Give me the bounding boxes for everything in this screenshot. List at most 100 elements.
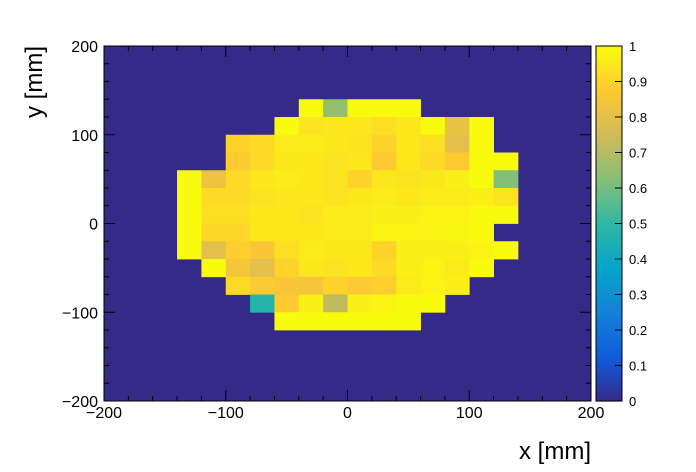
heatmap-cell bbox=[493, 241, 519, 260]
palette-strip bbox=[596, 244, 622, 248]
palette-strip bbox=[596, 315, 622, 319]
palette-strip bbox=[596, 285, 622, 290]
palette-strip bbox=[596, 273, 622, 278]
palette-strip bbox=[596, 214, 622, 219]
heatmap-cell bbox=[469, 259, 494, 278]
heatmap-cell bbox=[298, 259, 324, 278]
heatmap-cell bbox=[469, 241, 494, 260]
heatmap-cell bbox=[201, 241, 227, 260]
palette-strip bbox=[596, 158, 622, 162]
palette-strip bbox=[596, 164, 622, 168]
palette-tick-label: 0.9 bbox=[629, 75, 647, 90]
palette-strip bbox=[596, 253, 622, 257]
palette-strip bbox=[596, 176, 622, 180]
palette-strip bbox=[596, 261, 622, 266]
y-tick-label: 0 bbox=[89, 217, 98, 234]
heatmap-cell bbox=[225, 152, 251, 171]
palette-strip bbox=[596, 108, 622, 112]
heatmap-cell bbox=[323, 223, 348, 242]
heatmap-cell bbox=[323, 312, 348, 331]
heatmap-cell bbox=[347, 170, 373, 189]
palette-strip bbox=[596, 111, 622, 115]
palette-strip bbox=[596, 303, 622, 307]
palette-strip bbox=[596, 324, 622, 328]
palette-tick-label: 0.7 bbox=[629, 146, 647, 161]
x-tick-label: −200 bbox=[86, 405, 122, 422]
heatmap-cell bbox=[444, 134, 470, 153]
heatmap-cell bbox=[396, 312, 421, 331]
palette-strip bbox=[596, 374, 622, 378]
palette-strip bbox=[596, 140, 622, 145]
heatmap-cell bbox=[201, 188, 227, 207]
heatmap-cell bbox=[396, 294, 421, 313]
heatmap-cell bbox=[177, 223, 202, 242]
palette-strip bbox=[596, 335, 622, 340]
heatmap-cell bbox=[274, 241, 300, 260]
heatmap-cell bbox=[250, 276, 275, 295]
palette-strip bbox=[596, 398, 622, 402]
heatmap-cell bbox=[420, 241, 446, 260]
heatmap-cell bbox=[177, 170, 202, 189]
heatmap-cell bbox=[420, 188, 446, 207]
heatmap-cell bbox=[250, 188, 275, 207]
palette-strip bbox=[596, 96, 622, 100]
palette-strip bbox=[596, 54, 622, 59]
heatmap-cell bbox=[371, 241, 397, 260]
heatmap-cell bbox=[250, 259, 275, 278]
heatmap-cell bbox=[298, 99, 324, 118]
heatmap-cell bbox=[347, 276, 373, 295]
heatmap-cell bbox=[201, 259, 227, 278]
palette-strip bbox=[596, 63, 622, 68]
palette-strip bbox=[596, 223, 622, 228]
heatmap-cell bbox=[177, 188, 202, 207]
palette-strip bbox=[596, 134, 622, 139]
x-tick-label: 0 bbox=[343, 405, 352, 422]
palette-strip bbox=[596, 229, 622, 233]
heatmap-cell bbox=[323, 259, 348, 278]
palette-strip bbox=[596, 377, 622, 381]
palette-strip bbox=[596, 78, 622, 83]
y-tick-label: 100 bbox=[71, 128, 98, 145]
palette-strip bbox=[596, 46, 622, 50]
palette-tick-label: 0.4 bbox=[629, 252, 647, 267]
heatmap-cell bbox=[347, 205, 373, 224]
heatmap-cell bbox=[323, 294, 348, 313]
y-tick-label: −200 bbox=[62, 394, 98, 411]
heatmap-cell bbox=[420, 134, 446, 153]
palette-strip bbox=[596, 51, 622, 56]
palette-strip bbox=[596, 179, 622, 183]
palette-strip bbox=[596, 205, 622, 210]
palette-strip bbox=[596, 167, 622, 171]
heatmap-cell bbox=[420, 259, 446, 278]
palette-strip bbox=[596, 232, 622, 236]
heatmap-cell bbox=[444, 117, 470, 136]
palette-strip bbox=[596, 256, 622, 260]
heatmap-cell bbox=[323, 117, 348, 136]
palette-strip bbox=[596, 211, 622, 216]
heatmap-cell bbox=[177, 205, 202, 224]
palette-tick-label: 0.6 bbox=[629, 181, 647, 196]
palette-strip bbox=[596, 202, 622, 207]
heatmap-cell bbox=[469, 188, 494, 207]
heatmap-cell bbox=[493, 205, 519, 224]
heatmap-cell bbox=[347, 188, 373, 207]
palette-strip bbox=[596, 102, 622, 106]
heatmap-cell bbox=[371, 152, 397, 171]
palette-strip bbox=[596, 69, 622, 74]
palette-strip bbox=[596, 87, 622, 91]
heatmap-cell bbox=[396, 170, 421, 189]
palette-tick-label: 0 bbox=[629, 394, 636, 409]
heatmap-cell bbox=[444, 152, 470, 171]
palette-strip bbox=[596, 332, 622, 337]
heatmap-cell bbox=[177, 241, 202, 260]
heatmap-cell bbox=[274, 170, 300, 189]
x-axis-title: x [mm] bbox=[519, 438, 591, 465]
heatmap-cell bbox=[469, 117, 494, 136]
palette-strip bbox=[596, 84, 622, 89]
heatmap-cell bbox=[469, 134, 494, 153]
palette-strip bbox=[596, 119, 622, 124]
heatmap-cell bbox=[274, 259, 300, 278]
palette-strip bbox=[596, 359, 622, 364]
heatmap-cell bbox=[420, 294, 446, 313]
heatmap-cell bbox=[201, 205, 227, 224]
